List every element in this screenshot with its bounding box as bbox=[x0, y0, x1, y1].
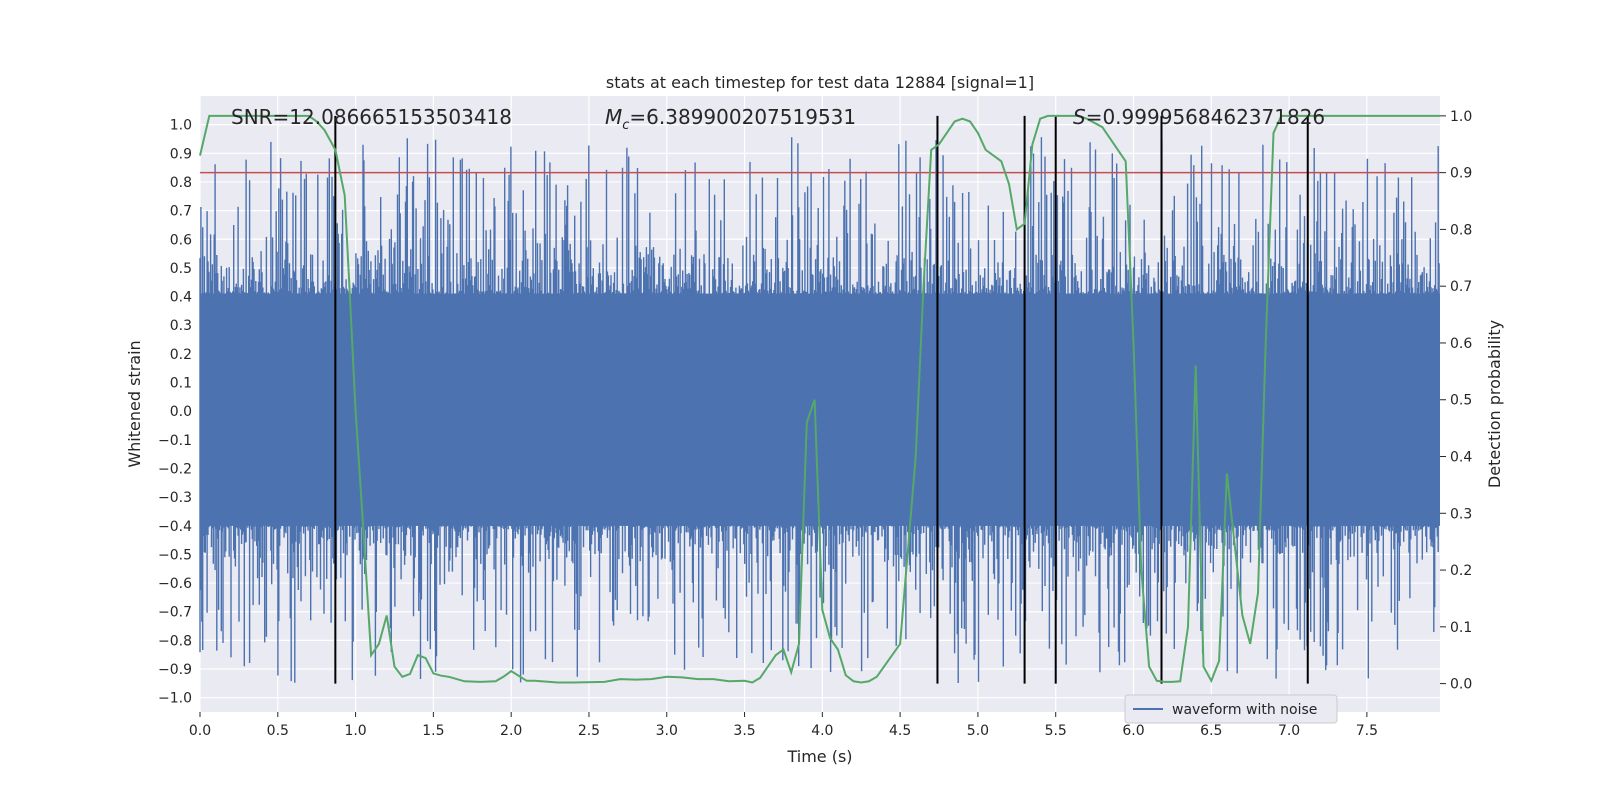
y-tick-label: −0.7 bbox=[158, 605, 192, 621]
x-axis-label: Time (s) bbox=[786, 747, 852, 766]
y2-tick-label: 0.4 bbox=[1450, 450, 1472, 466]
y2-tick-label: 0.5 bbox=[1450, 393, 1472, 409]
chirp-mass-annotation: Mc=6.389900207519531 bbox=[605, 105, 856, 133]
legend: waveform with noise bbox=[1124, 694, 1338, 724]
mc-symbol: M bbox=[605, 105, 622, 129]
x-tick-label: 7.0 bbox=[1278, 723, 1300, 739]
y-tick-label: −0.4 bbox=[158, 519, 192, 535]
x-tick-label: 4.5 bbox=[889, 723, 911, 739]
legend-box bbox=[1124, 694, 1338, 724]
y-tick-label: 0.7 bbox=[170, 204, 192, 220]
waveform-trace bbox=[199, 137, 1440, 683]
y-axis-label: Whitened strain bbox=[125, 340, 144, 467]
y2-tick-label: 1.0 bbox=[1450, 109, 1472, 125]
x-tick-label: 2.5 bbox=[578, 723, 600, 739]
x-tick-label: 5.0 bbox=[967, 723, 989, 739]
x-tick-label: 0.5 bbox=[267, 723, 289, 739]
y-axis-ticks: 1.0 0.9 0.8 0.7 0.6 0.5 0.4 0.3 0.2 0.1 0.0 −0.1 −0.… bbox=[158, 118, 192, 707]
y2-tick-label: 0.7 bbox=[1450, 279, 1472, 295]
y-tick-label: 0.2 bbox=[170, 347, 192, 363]
y2-tick-label: 0.8 bbox=[1450, 222, 1472, 238]
s-symbol: S bbox=[1073, 105, 1086, 129]
y-tick-label: 0.4 bbox=[170, 290, 192, 306]
score-annotation: S=0.9999568462371826 bbox=[1073, 105, 1325, 129]
detection-probability-line bbox=[199, 114, 1440, 684]
x-tick-label: 4.0 bbox=[811, 723, 833, 739]
y-tick-label: 0.5 bbox=[170, 261, 192, 277]
s-value: =0.9999568462371826 bbox=[1086, 105, 1325, 129]
y2-tick-label: 0.1 bbox=[1450, 620, 1472, 636]
y2-axis-label: Detection probability bbox=[1485, 320, 1504, 488]
mc-subscript: c bbox=[622, 118, 629, 133]
x-tick-label: 2.0 bbox=[500, 723, 522, 739]
y-tick-label: −0.2 bbox=[158, 461, 192, 477]
y-tick-label: 0.3 bbox=[170, 318, 192, 334]
y2-tick-label: 0.6 bbox=[1450, 336, 1472, 352]
x-tick-label: 6.0 bbox=[1122, 723, 1144, 739]
y-tick-label: −0.9 bbox=[158, 662, 192, 678]
detection-probability-series bbox=[199, 114, 1440, 684]
y2-axis-ticks: 1.0 0.9 0.8 0.7 0.6 0.5 0.4 0.3 0.2 0.1 0.0 bbox=[1440, 109, 1472, 693]
y2-tick-label: 0.0 bbox=[1450, 677, 1472, 693]
x-axis-ticks: 0.0 0.5 1.0 1.5 2.0 2.5 3.0 3.5 4.0 4.5 5.0 5.5 6.0 6… bbox=[189, 712, 1378, 739]
mc-value: =6.389900207519531 bbox=[629, 105, 856, 129]
y-tick-label: −0.5 bbox=[158, 547, 192, 563]
y2-tick-label: 0.2 bbox=[1450, 563, 1472, 579]
y-tick-label: −1.0 bbox=[158, 691, 192, 707]
x-tick-label: 1.0 bbox=[344, 723, 366, 739]
y2-tick-label: 0.3 bbox=[1450, 506, 1472, 522]
snr-annotation: SNR=12.086665153503418 bbox=[231, 105, 512, 129]
chart-title: stats at each timestep for test data 128… bbox=[606, 73, 1034, 92]
waveform-with-noise-series bbox=[199, 137, 1440, 683]
y-tick-label: −0.1 bbox=[158, 433, 192, 449]
x-tick-label: 6.5 bbox=[1200, 723, 1222, 739]
y-tick-label: 0.1 bbox=[170, 376, 192, 392]
legend-label: waveform with noise bbox=[1172, 702, 1317, 718]
y-tick-label: 1.0 bbox=[170, 118, 192, 134]
x-tick-label: 3.0 bbox=[656, 723, 678, 739]
y-tick-label: 0.8 bbox=[170, 175, 192, 191]
x-tick-label: 5.5 bbox=[1045, 723, 1067, 739]
x-tick-label: 0.0 bbox=[189, 723, 211, 739]
y-tick-label: −0.8 bbox=[158, 633, 192, 649]
y-tick-label: −0.3 bbox=[158, 490, 192, 506]
vertical-markers bbox=[334, 115, 1309, 684]
x-tick-label: 7.5 bbox=[1356, 723, 1378, 739]
y2-tick-label: 0.9 bbox=[1450, 166, 1472, 182]
y-tick-label: 0.6 bbox=[170, 232, 192, 248]
y-tick-label: −0.6 bbox=[158, 576, 192, 592]
x-tick-label: 1.5 bbox=[422, 723, 444, 739]
y-tick-label: 0.9 bbox=[170, 146, 192, 162]
y-tick-label: 0.0 bbox=[170, 404, 192, 420]
x-tick-label: 3.5 bbox=[733, 723, 755, 739]
